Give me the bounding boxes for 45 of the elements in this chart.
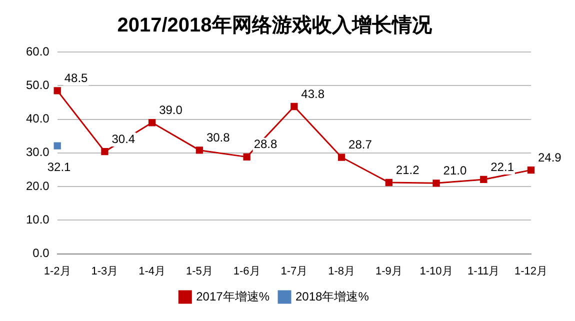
x-tick-label: 1-3月 — [91, 265, 118, 278]
x-tick-label: 1-10月 — [420, 265, 453, 278]
x-tick-label: 1-12月 — [514, 265, 548, 278]
point — [54, 142, 61, 150]
legend-label: 2018年增速% — [296, 289, 370, 304]
point — [101, 148, 108, 156]
y-tick-label: 30.0 — [26, 145, 50, 160]
y-tick-label: 50.0 — [26, 78, 50, 92]
point — [148, 119, 156, 126]
data-label: 22.1 — [490, 160, 514, 174]
point — [243, 153, 250, 161]
chart-title: 2017/2018年网络游戏收入增长情况 — [117, 14, 433, 37]
point — [385, 178, 392, 186]
data-label: 30.4 — [112, 132, 136, 146]
point — [527, 166, 535, 174]
data-label: 32.1 — [47, 160, 72, 174]
point — [480, 176, 488, 184]
x-tick-label: 1-9月 — [375, 265, 402, 278]
data-label: 39.0 — [159, 102, 183, 117]
point — [290, 102, 298, 110]
point — [196, 146, 204, 154]
x-tick-label: 1-8月 — [328, 265, 355, 278]
point — [54, 87, 61, 94]
y-tick-label: 0.0 — [32, 246, 50, 260]
y-tick-label: 40.0 — [26, 112, 50, 126]
legend-label: 2017年增速% — [196, 289, 270, 304]
data-label: 28.7 — [348, 138, 372, 152]
point — [432, 180, 440, 187]
data-label: 43.8 — [301, 86, 325, 101]
data-label: 21.2 — [396, 162, 420, 177]
y-tick-label: 20.0 — [26, 178, 50, 193]
data-label: 30.8 — [206, 130, 230, 145]
data-label: 24.9 — [538, 150, 562, 164]
x-tick-label: 1-11月 — [468, 265, 500, 278]
x-tick-label: 1-2月 — [44, 265, 71, 278]
x-tick-label: 1-6月 — [233, 265, 260, 278]
data-label: 21.0 — [443, 163, 467, 178]
data-label: 28.8 — [254, 137, 278, 152]
x-tick-label: 1-5月 — [186, 265, 213, 278]
x-tick-label: 1-4月 — [138, 265, 166, 278]
y-tick-label: 60.0 — [26, 44, 50, 58]
x-tick-label: 1-7月 — [280, 265, 308, 278]
data-label: 48.5 — [64, 70, 88, 85]
y-tick-label: 10.0 — [26, 212, 50, 226]
point — [338, 154, 346, 161]
